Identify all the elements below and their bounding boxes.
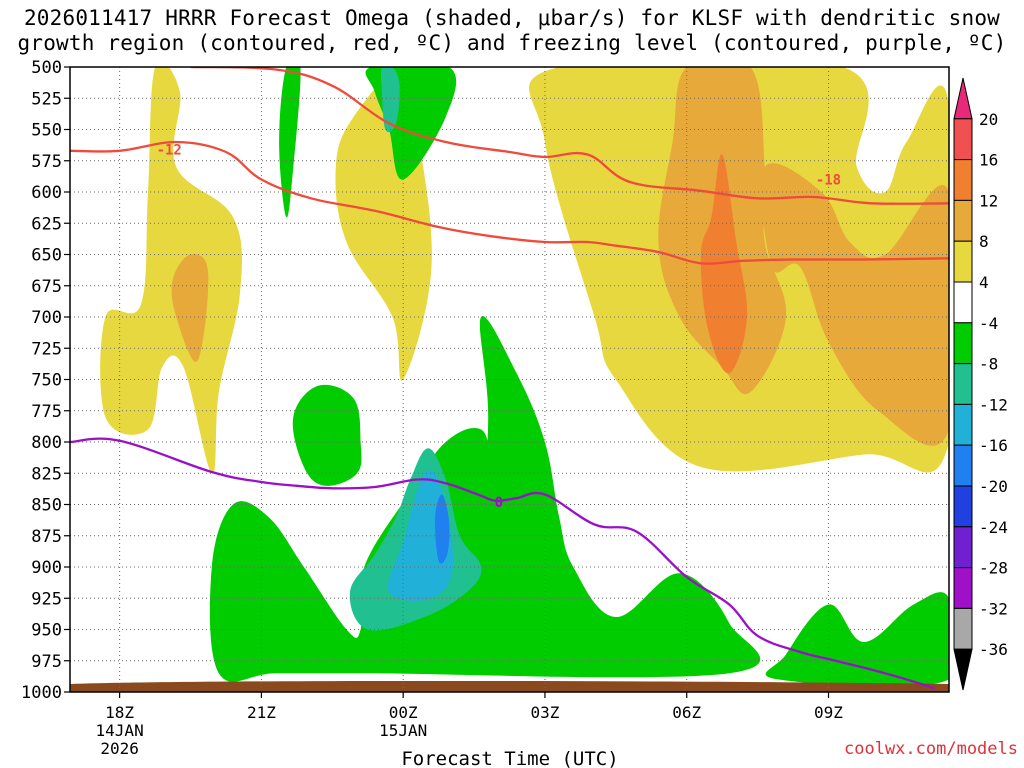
x-tick-label: 09Z	[814, 703, 843, 722]
colorbar-label: -28	[979, 559, 1008, 578]
colorbar-swatch	[953, 322, 973, 365]
credit-link[interactable]: coolwx.com/models	[844, 739, 1018, 759]
colorbar-swatch	[953, 403, 973, 446]
y-tick-label: 975	[31, 652, 62, 672]
x-tick-label: 06Z	[672, 703, 701, 722]
y-tick-label: 1000	[21, 683, 62, 703]
x-tick-label: 00Z	[389, 703, 418, 722]
y-tick-label: 750	[31, 371, 62, 391]
y-tick-label: 675	[31, 277, 62, 297]
contour-label-dgz-minus18: -18	[816, 173, 841, 189]
colorbar-label: 12	[979, 191, 998, 210]
omega-fill-light-orange-1	[761, 163, 949, 446]
colorbar-label: -24	[979, 518, 1008, 537]
x-tick-label: 18Z	[105, 703, 134, 722]
colorbar-swatch	[953, 444, 973, 487]
dotted-grid	[70, 67, 949, 692]
contour-dgz-minus12	[70, 140, 949, 265]
colorbar-swatch	[953, 240, 973, 283]
y-tick-label: 525	[31, 89, 62, 109]
omega-fill-orange-0	[700, 154, 748, 374]
chart-title-line1: 2026011417 HRRR Forecast Omega (shaded, …	[23, 6, 1001, 30]
y-tick-label: 600	[31, 183, 62, 203]
y-tick-label: 575	[31, 152, 62, 172]
x-tick-label: 2026	[100, 739, 139, 758]
y-tick-label: 800	[31, 433, 62, 453]
y-tick-label: 850	[31, 496, 62, 516]
colorbar-label: -20	[979, 477, 1008, 496]
colorbar-label: -12	[979, 395, 1008, 414]
x-tick-label: 15JAN	[379, 721, 427, 740]
contour-freezing-level	[70, 437, 936, 690]
y-tick-label: 500	[31, 58, 62, 78]
x-tick-label: 14JAN	[96, 721, 144, 740]
colorbar-swatch	[953, 363, 973, 405]
pressure-axis: 500 525 550 575 600 625 650 675 700 725 750 775 800 8…	[21, 58, 70, 703]
colorbar-top-arrow	[953, 77, 973, 120]
x-tick-label: 21Z	[247, 703, 276, 722]
omega-fill-cyan-0	[387, 470, 454, 601]
colorbar-label: -8	[979, 355, 998, 374]
y-tick-label: 725	[31, 339, 62, 359]
colorbar-label: 4	[979, 273, 989, 292]
omega-fill-green-0	[279, 67, 301, 218]
omega-fill-light-orange-2	[171, 254, 209, 362]
y-tick-label: 650	[31, 246, 62, 266]
colorbar-label: -4	[979, 314, 998, 333]
colorbar-swatch	[953, 118, 973, 161]
x-tick-label: 03Z	[530, 703, 559, 722]
colorbar-swatch	[953, 485, 973, 528]
omega-fill-green-2	[292, 384, 362, 486]
ground-fill	[70, 680, 949, 692]
colorbar-label: 20	[979, 110, 998, 129]
omega-fill-yellow-3	[558, 67, 669, 272]
chart-title-line2: growth region (contoured, red, ºC) and f…	[17, 31, 1007, 55]
colorbar-swatch	[953, 281, 973, 324]
y-tick-label: 925	[31, 589, 62, 609]
colorbar-label: -16	[979, 436, 1008, 455]
y-tick-label: 950	[31, 621, 62, 641]
omega-fill-teal-0	[380, 67, 400, 133]
temperature-contours: -12 -18 0	[70, 67, 949, 690]
y-tick-label: 700	[31, 308, 62, 328]
colorbar-swatch	[953, 567, 973, 609]
omega-fill-yellow-0	[100, 67, 242, 474]
omega-fill-blue-0	[434, 494, 450, 564]
omega-fill-green-4	[765, 592, 949, 688]
y-tick-label: 825	[31, 464, 62, 484]
contour-label-freezing-level: 0	[495, 495, 503, 511]
colorbar-swatch	[953, 526, 973, 569]
contour-label-dgz-minus12: -12	[157, 143, 182, 159]
colorbar-label: -36	[979, 640, 1008, 659]
y-tick-label: 775	[31, 402, 62, 422]
omega-fill-green-3	[209, 316, 761, 682]
colorbar-label: 16	[979, 151, 998, 170]
y-tick-label: 900	[31, 558, 62, 578]
x-axis-title: Forecast Time (UTC)	[401, 748, 618, 768]
y-tick-label: 625	[31, 214, 62, 234]
y-tick-label: 875	[31, 527, 62, 547]
colorbar-bottom-arrow	[953, 648, 973, 691]
colorbar-swatch	[953, 607, 973, 650]
colorbar-label: -32	[979, 599, 1008, 618]
colorbar: 20 16 12 8 4 -4 -8 -12 -16 -20 -24 -28 -32 -36	[953, 77, 1008, 691]
omega-shading	[100, 67, 949, 688]
contour-dgz-minus18	[190, 67, 949, 205]
ground-strip	[70, 680, 949, 692]
colorbar-swatch	[953, 159, 973, 201]
y-tick-label: 550	[31, 121, 62, 141]
colorbar-label: 8	[979, 232, 989, 251]
colorbar-swatch	[953, 199, 973, 242]
